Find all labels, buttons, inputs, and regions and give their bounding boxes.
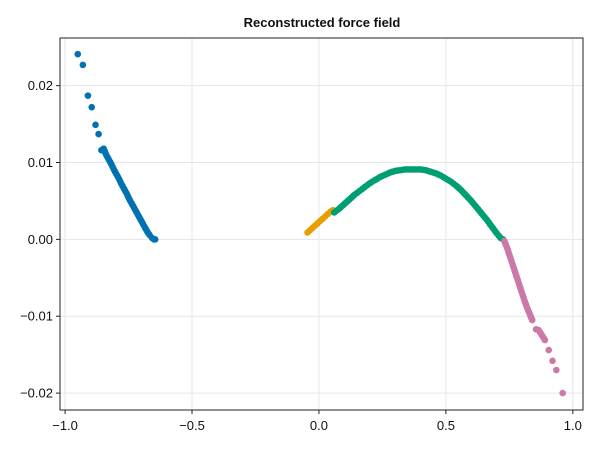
y-tick-label: −0.01 [20, 309, 53, 324]
y-tick-label: 0.01 [28, 155, 53, 170]
scatter-point [84, 92, 92, 99]
x-tick-label: 0.5 [437, 418, 455, 433]
scatter-point [74, 50, 82, 58]
plot-frame [59, 37, 584, 411]
x-tick-label: −0.5 [179, 418, 205, 433]
y-tick-label: 0.00 [28, 232, 53, 247]
scatter-point [549, 357, 556, 365]
x-axis: −1.0 −0.5 0.0 0.5 1.0 [52, 410, 582, 433]
scatter-point [88, 103, 96, 111]
scatter-point [95, 130, 102, 138]
scatter-point [553, 366, 560, 374]
x-tick-label: −1.0 [52, 418, 78, 433]
grid-lines [60, 38, 583, 410]
data-points [74, 50, 566, 397]
x-tick-label: 1.0 [564, 418, 582, 433]
chart-title: Reconstructed force field [244, 15, 401, 30]
scatter-point [92, 121, 99, 129]
scatter-point [541, 336, 549, 344]
scatter-point [79, 61, 87, 69]
scatter-point [528, 316, 536, 324]
y-tick-label: 0.02 [28, 78, 53, 93]
scatter-point [545, 346, 553, 354]
scatter-point [151, 236, 159, 243]
y-axis: −0.02 −0.01 0.00 0.01 0.02 [20, 78, 60, 401]
x-tick-label: 0.0 [310, 418, 328, 433]
scatter-point [559, 389, 566, 397]
y-tick-label: −0.02 [20, 386, 53, 401]
